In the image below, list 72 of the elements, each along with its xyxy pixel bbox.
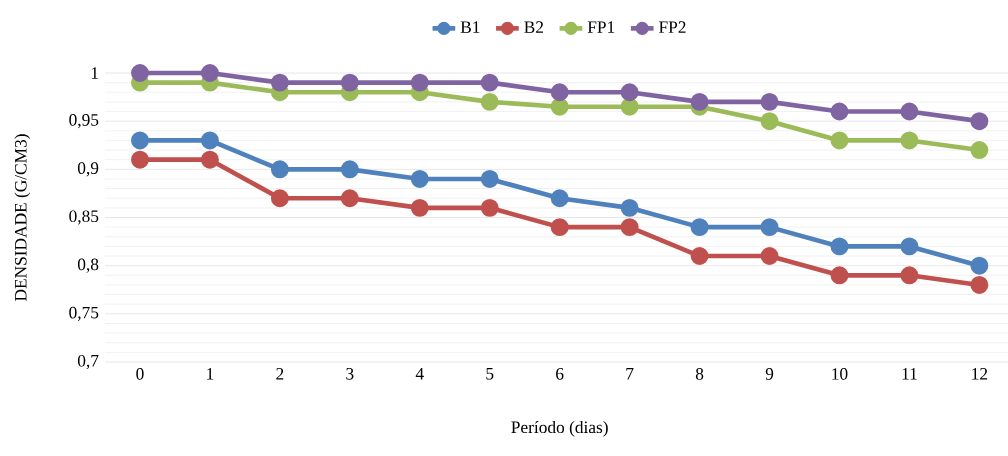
point (270, 73, 289, 92)
point (270, 189, 289, 208)
point (480, 73, 499, 92)
legend-label: B1 (460, 21, 480, 33)
x-tick-label: 2 (276, 368, 284, 380)
point (480, 92, 499, 111)
x-tick-label: 12 (972, 368, 988, 380)
legend-label: B2 (524, 21, 543, 33)
point (830, 266, 849, 285)
point (970, 275, 989, 294)
x-tick-label: 10 (832, 368, 848, 380)
point (830, 131, 849, 150)
point (760, 112, 779, 131)
point (480, 169, 499, 188)
legend-label: FP1 (587, 21, 615, 33)
x-tick-label: 6 (556, 368, 564, 380)
x-tick-label: 11 (902, 368, 917, 380)
x-tick-label: 3 (346, 368, 354, 380)
point (131, 131, 149, 150)
x-tick-label: 9 (765, 368, 774, 380)
point (550, 97, 569, 116)
point (900, 237, 919, 256)
point (550, 189, 569, 208)
point (970, 256, 989, 275)
point (970, 141, 989, 160)
x-axis-title: Período (dias) (511, 420, 608, 437)
point (900, 266, 919, 285)
x-tick-label: 7 (626, 368, 634, 380)
x-tick-label: 1 (207, 368, 214, 380)
point (760, 247, 779, 266)
point (760, 218, 779, 237)
y-tick-label: 0,9 (77, 162, 99, 177)
point (620, 218, 639, 237)
point (690, 92, 709, 111)
point (620, 97, 639, 116)
point (270, 160, 289, 179)
point (200, 64, 219, 82)
point (480, 198, 499, 217)
point (200, 150, 219, 169)
y-tick-label: 0,8 (77, 258, 99, 273)
y-axis-title: DENSIDADE (G/CM3) (14, 134, 31, 302)
point (410, 198, 429, 217)
y-tick-label: 0,75 (69, 306, 99, 321)
point (830, 237, 849, 256)
x-tick-label: 5 (486, 368, 494, 380)
x-tick-label: 4 (415, 368, 424, 380)
point (410, 169, 429, 188)
x-tick-label: 0 (136, 368, 144, 380)
point (690, 218, 709, 237)
point (900, 102, 919, 121)
y-tick-label: 1 (91, 67, 98, 79)
point (340, 73, 359, 92)
point (620, 198, 639, 217)
point (690, 247, 709, 266)
point (131, 64, 149, 82)
point (200, 131, 219, 150)
y-tick-label: 0,7 (77, 354, 99, 370)
point (900, 131, 919, 150)
point (550, 83, 569, 102)
x-tick-label: 8 (695, 368, 704, 380)
point (620, 83, 639, 102)
point (340, 189, 359, 208)
point (970, 112, 989, 131)
point (410, 73, 429, 92)
point (131, 150, 149, 169)
y-tick-label: 0,85 (69, 210, 99, 225)
point (760, 92, 779, 111)
point (340, 160, 359, 179)
point (550, 218, 569, 237)
point (830, 102, 849, 121)
legend-label: FP2 (659, 21, 686, 33)
y-tick-label: 0,95 (69, 114, 99, 129)
